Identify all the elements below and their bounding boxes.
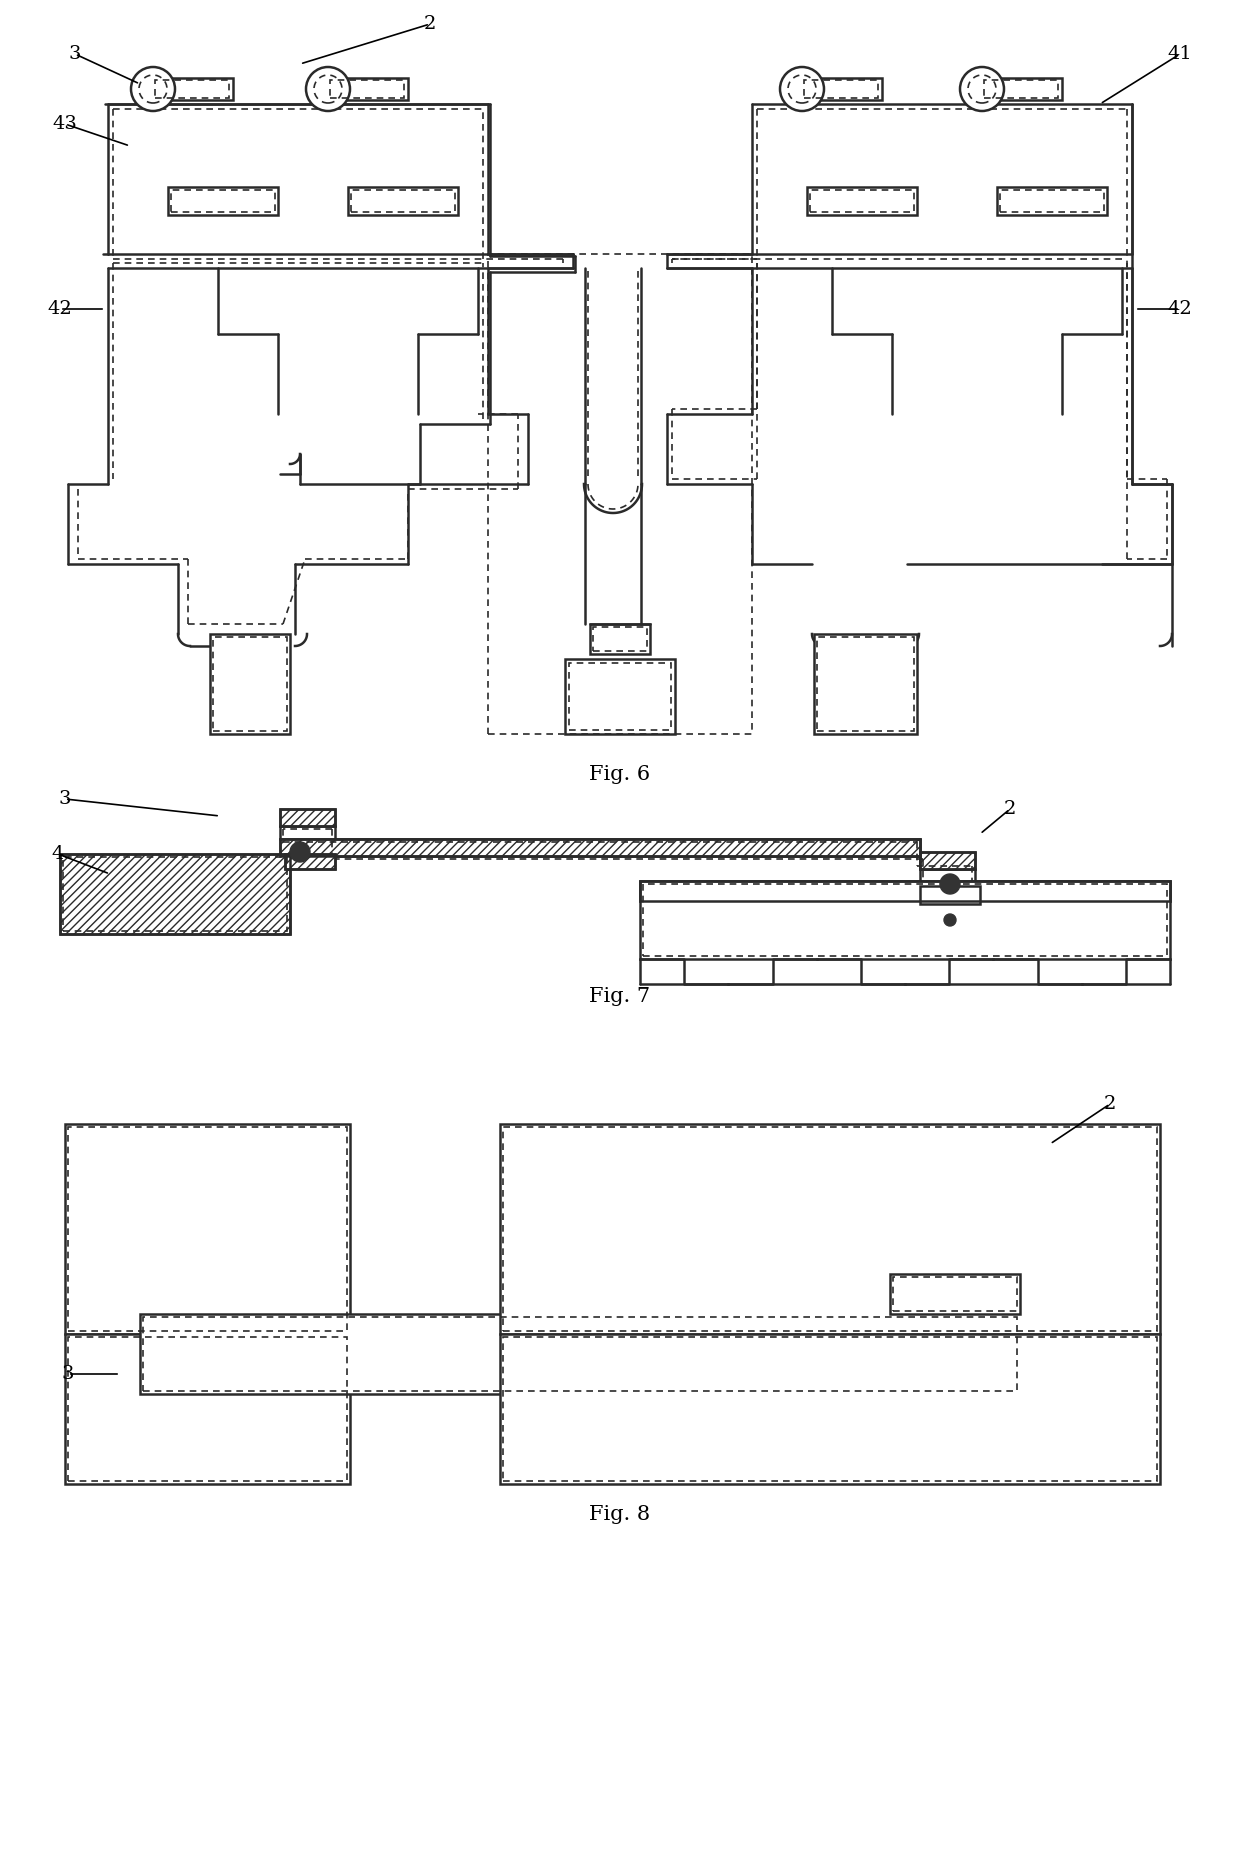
Bar (503, 1128, 1157, 1331)
Bar (500, 1124, 1159, 1335)
Bar (210, 634, 290, 734)
Circle shape (944, 913, 956, 926)
Bar (60, 854, 290, 934)
Bar (999, 190, 1104, 212)
Text: Fig. 7: Fig. 7 (589, 986, 651, 1005)
Bar (155, 80, 229, 99)
Bar (982, 78, 1061, 101)
Bar (143, 1318, 1017, 1391)
Bar (985, 80, 1058, 99)
Bar (893, 1277, 1017, 1310)
Bar (802, 78, 882, 101)
Text: 43: 43 (52, 116, 77, 132)
Bar (807, 186, 918, 214)
Bar (171, 190, 275, 212)
Text: 42: 42 (47, 300, 72, 319)
Bar (348, 186, 458, 214)
Bar (60, 854, 290, 934)
Bar (63, 857, 286, 930)
Bar (140, 1314, 1021, 1394)
Bar (280, 809, 335, 826)
Circle shape (940, 874, 960, 895)
Bar (640, 882, 1171, 900)
Bar (330, 80, 404, 99)
Bar (920, 885, 980, 904)
Bar (153, 78, 233, 101)
Bar (503, 1336, 1157, 1482)
Bar (920, 852, 975, 869)
Bar (167, 186, 278, 214)
Circle shape (787, 75, 816, 103)
Bar (640, 882, 1171, 958)
Bar (64, 1335, 350, 1484)
Bar (64, 1124, 350, 1335)
Circle shape (960, 67, 1004, 112)
Text: 42: 42 (1168, 300, 1193, 319)
Bar (569, 664, 671, 731)
Text: 2: 2 (424, 15, 436, 34)
Bar (920, 852, 975, 869)
Bar (329, 78, 408, 101)
Text: 3: 3 (62, 1364, 74, 1383)
Circle shape (139, 75, 167, 103)
Text: Fig. 8: Fig. 8 (589, 1504, 651, 1523)
Bar (285, 854, 335, 869)
Bar (590, 624, 650, 654)
Text: 3: 3 (68, 45, 82, 63)
Bar (280, 839, 920, 856)
Bar (489, 254, 751, 734)
Bar (813, 634, 918, 734)
Bar (890, 1273, 1021, 1314)
Bar (804, 80, 878, 99)
Bar (565, 660, 675, 734)
Bar (285, 854, 335, 869)
Bar (593, 626, 647, 651)
Text: Fig. 6: Fig. 6 (589, 764, 651, 783)
Text: 41: 41 (1168, 45, 1193, 63)
Bar (68, 1128, 347, 1331)
Bar (640, 882, 1171, 900)
Text: 2: 2 (1104, 1094, 1116, 1113)
Circle shape (314, 75, 342, 103)
Bar (817, 637, 914, 731)
Bar (280, 839, 920, 856)
Text: 2: 2 (1004, 800, 1017, 818)
Bar (810, 190, 914, 212)
Text: 3: 3 (58, 790, 71, 807)
Bar (213, 637, 286, 731)
Bar (68, 1336, 347, 1482)
Bar (997, 186, 1107, 214)
Circle shape (290, 843, 310, 861)
Circle shape (131, 67, 175, 112)
Bar (351, 190, 455, 212)
Bar (920, 885, 980, 904)
Bar (644, 884, 1167, 956)
Bar (500, 1335, 1159, 1484)
Bar (280, 809, 335, 826)
Circle shape (306, 67, 350, 112)
Text: 4: 4 (52, 844, 64, 863)
Circle shape (968, 75, 996, 103)
Circle shape (780, 67, 825, 112)
